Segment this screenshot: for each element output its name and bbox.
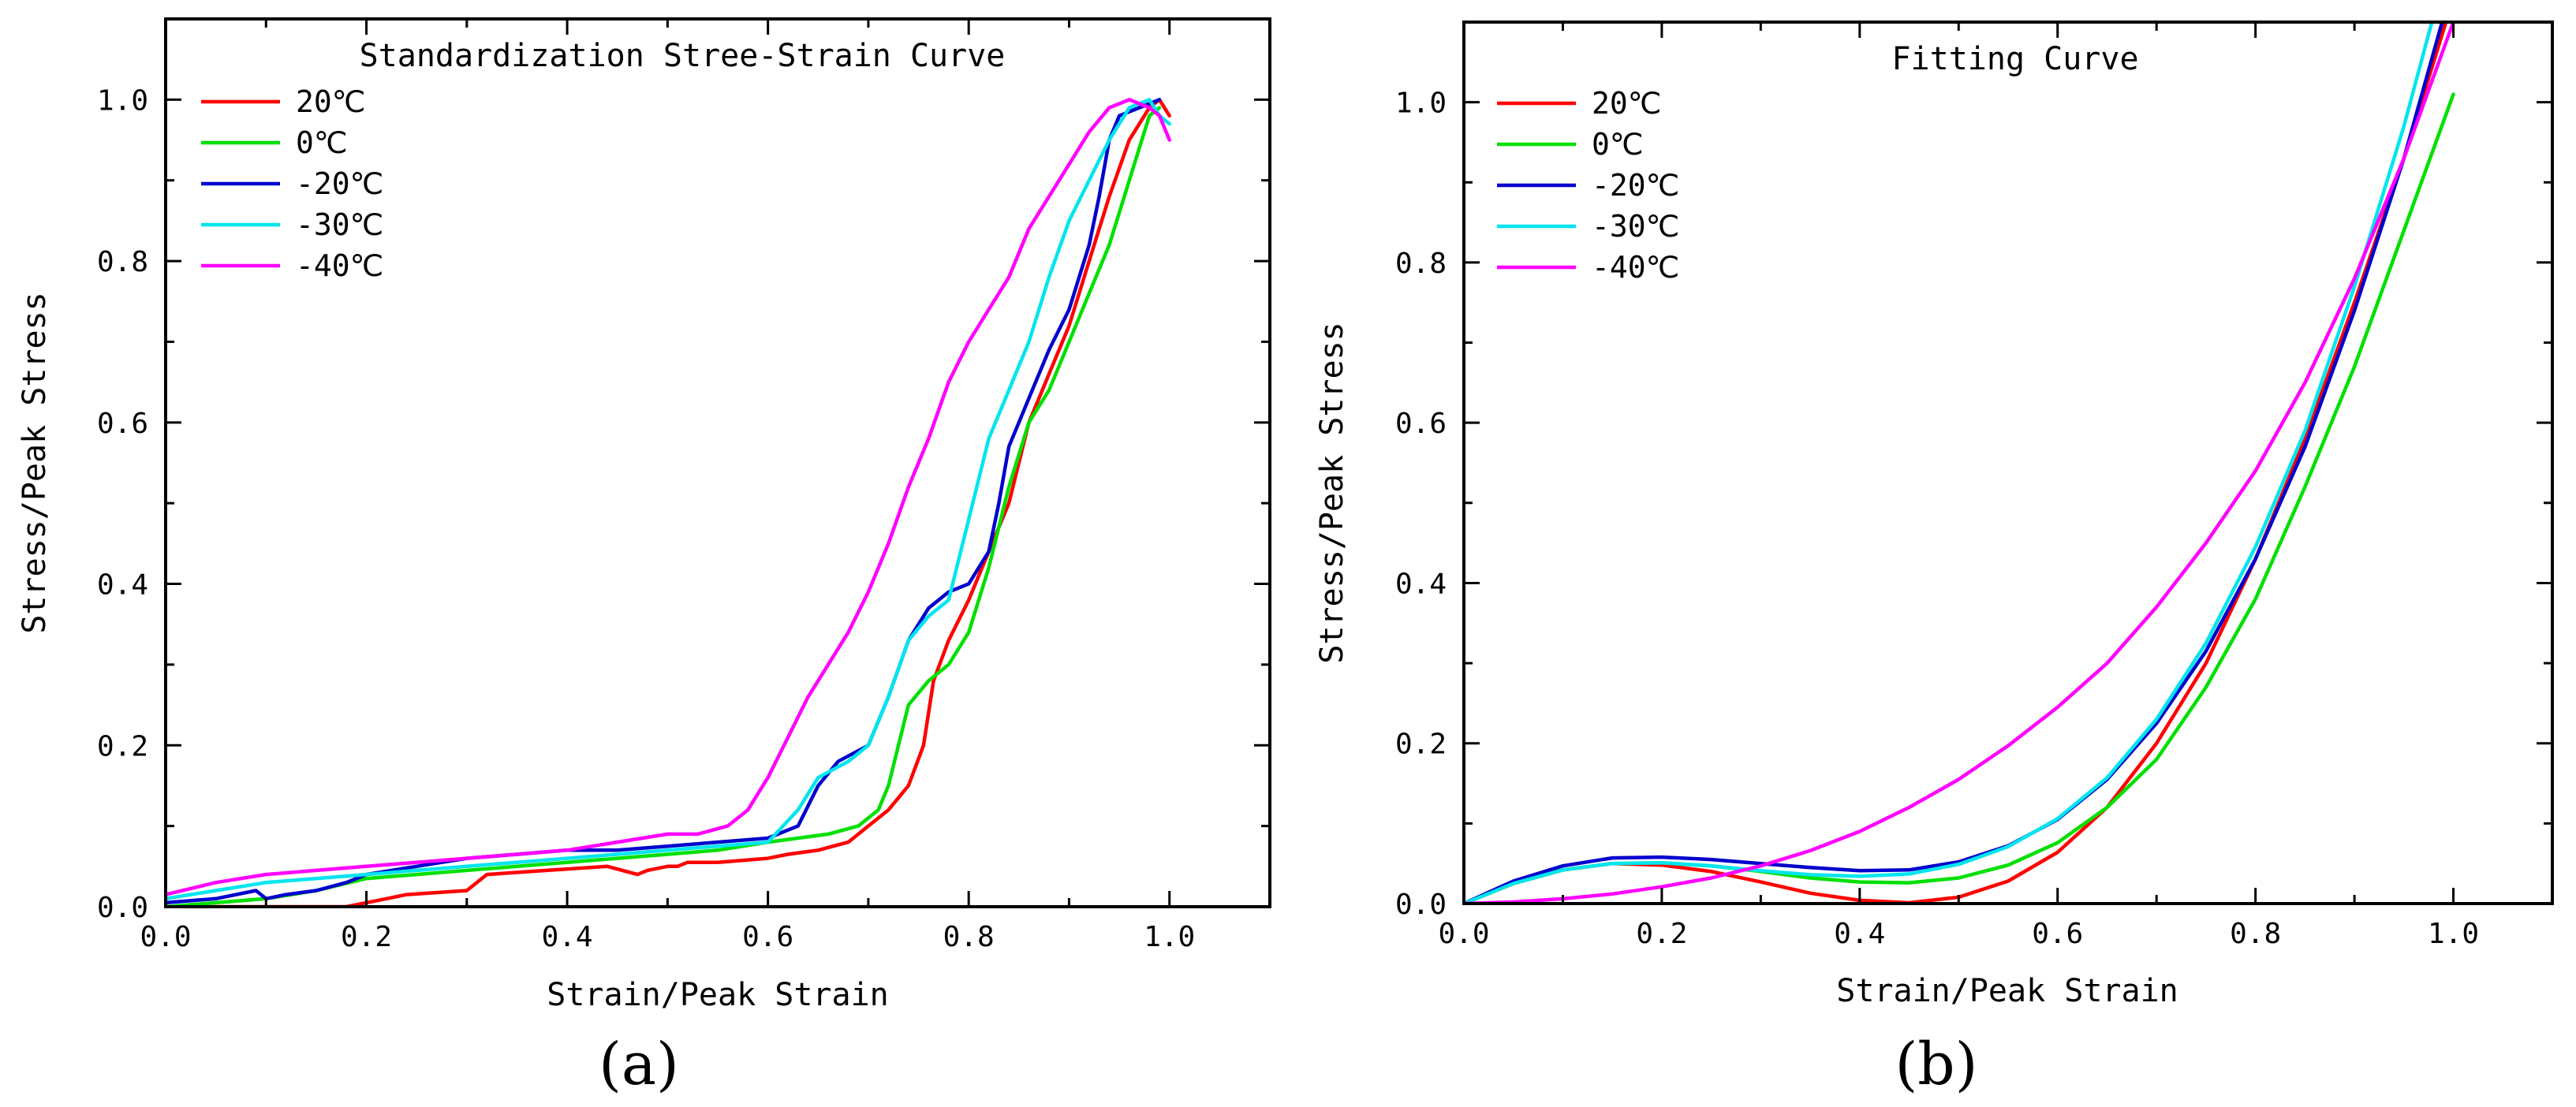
x-tick-labels: 0.0 0.2 0.4 0.6 0.8 1.0 [1438, 918, 2479, 950]
chart-title: Standardization Stree-Strain Curve [360, 38, 1006, 74]
series-line [166, 106, 1162, 907]
series-line [1464, 22, 2455, 904]
y-tick-label: 1.0 [97, 84, 148, 117]
y-tick-label: 0.2 [1395, 729, 1447, 761]
series-line [1464, 22, 2434, 904]
chart-title: Fitting Curve [1891, 41, 2138, 77]
series-line [166, 98, 1171, 901]
x-axis-label: Strain/Peak Strain [1836, 973, 2178, 1009]
chart-panel-a: Standardization Stree-Strain Curve 0.0 0… [17, 17, 1271, 1098]
y-tick-label: 0.6 [97, 408, 148, 440]
legend-label: 0℃ [296, 125, 348, 160]
y-tick-labels: 0.0 0.2 0.4 0.6 0.8 1.0 [1395, 88, 1447, 921]
y-tick-label: 0.6 [1395, 408, 1447, 440]
x-tick-label: 0.8 [943, 921, 995, 953]
x-tick-label: 0.0 [140, 921, 191, 953]
series-line [1464, 22, 2444, 904]
y-axis-label: Stress/Peak Stress [1314, 322, 1350, 663]
y-tick-labels: 0.0 0.2 0.4 0.6 0.8 1.0 [97, 84, 148, 924]
panel-label: (a) [599, 1031, 679, 1098]
series-layer [166, 98, 1171, 907]
legend-label: -30℃ [1592, 209, 1679, 244]
x-tick-label: 0.2 [341, 921, 392, 953]
legend-label: -40℃ [296, 248, 383, 283]
chart-panel-b: Fitting Curve 0.0 0.2 0.4 0.6 0.8 1.0 0.… [1314, 20, 2554, 1098]
axis-ticks [1462, 22, 2552, 905]
axis-ticks [164, 19, 1270, 908]
y-tick-label: 0.0 [1395, 889, 1447, 921]
legend-label: 0℃ [1592, 127, 1644, 162]
y-tick-label: 0.0 [97, 892, 148, 924]
y-tick-label: 1.0 [1395, 88, 1447, 120]
legend-label: -20℃ [1592, 168, 1679, 203]
legend-label: 20℃ [1592, 86, 1661, 121]
plot-frame [164, 17, 1271, 908]
x-axis-label: Strain/Peak Strain [547, 977, 888, 1013]
plot-frame [1462, 20, 2554, 905]
legend-label: -40℃ [1592, 250, 1679, 285]
y-tick-label: 0.2 [97, 730, 148, 762]
x-tick-labels: 0.0 0.2 0.4 0.6 0.8 1.0 [140, 921, 1195, 953]
series-line [166, 98, 1171, 907]
x-tick-label: 0.6 [742, 921, 793, 953]
x-tick-label: 1.0 [2428, 918, 2479, 950]
x-tick-label: 0.6 [2032, 918, 2083, 950]
legend-label: -30℃ [296, 207, 383, 242]
series-line [166, 98, 1171, 896]
x-tick-label: 1.0 [1144, 921, 1195, 953]
legend-label: -20℃ [296, 166, 383, 201]
legend-label: 20℃ [296, 84, 365, 119]
x-tick-label: 0.4 [542, 921, 593, 953]
x-tick-label: 0.4 [1834, 918, 1885, 950]
x-tick-label: 0.2 [1636, 918, 1687, 950]
legend: 20℃ 0℃ -20℃ -30℃ -40℃ [201, 84, 383, 283]
y-axis-label: Stress/Peak Stress [17, 292, 53, 633]
legend: 20℃ 0℃ -20℃ -30℃ -40℃ [1497, 86, 1679, 285]
y-tick-label: 0.8 [1395, 248, 1447, 280]
x-tick-label: 0.8 [2230, 918, 2281, 950]
y-tick-label: 0.4 [1395, 568, 1447, 600]
series-line [166, 98, 1162, 905]
y-tick-label: 0.8 [97, 246, 148, 278]
x-tick-label: 0.0 [1438, 918, 1489, 950]
panel-label: (b) [1895, 1031, 1977, 1098]
series-layer [1464, 22, 2455, 904]
y-tick-label: 0.4 [97, 569, 148, 602]
